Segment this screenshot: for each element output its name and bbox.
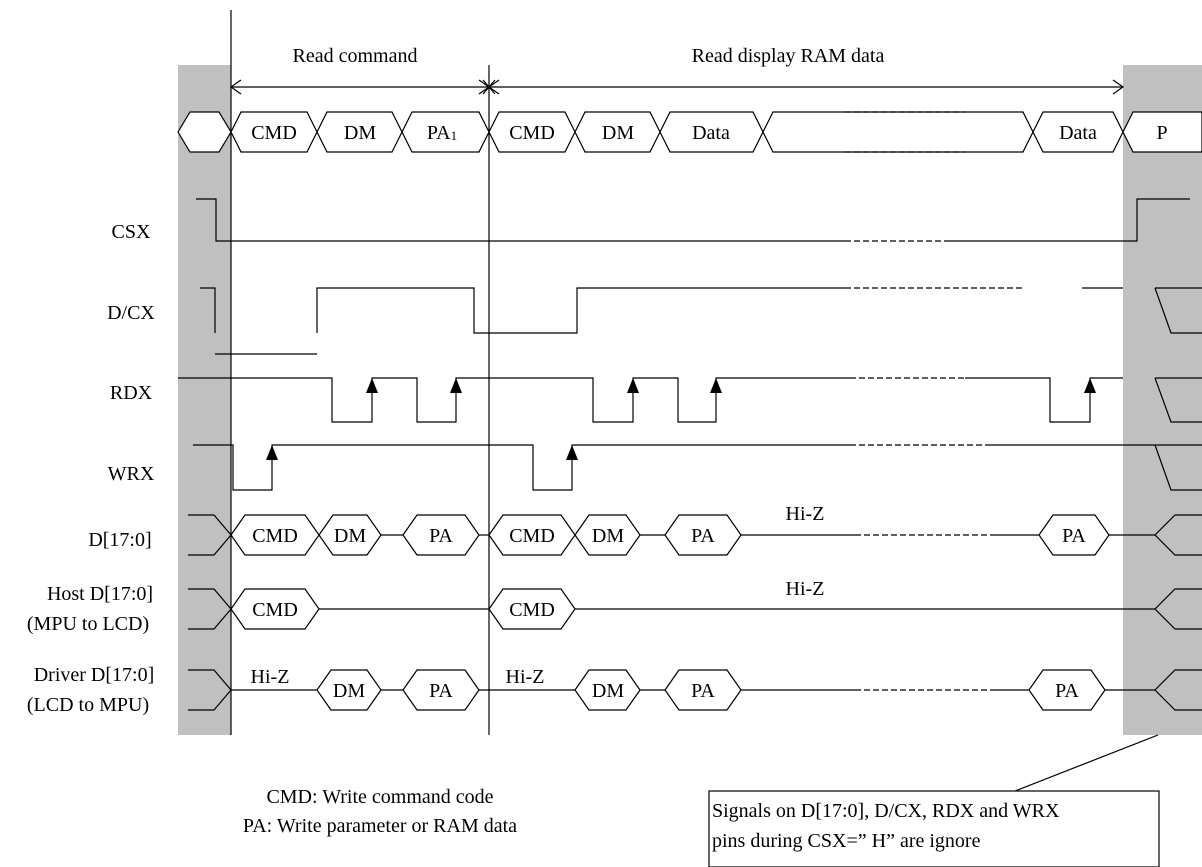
read-display-ram-span	[487, 79, 1125, 95]
d-dm-1: DM	[334, 525, 366, 547]
top-cmd-1: CMD	[251, 122, 297, 144]
note-box	[708, 790, 1160, 867]
d-cmd-1: CMD	[252, 525, 298, 547]
wrx-label: WRX	[108, 463, 155, 485]
host-hiz-label: Hi-Z	[786, 578, 825, 600]
read-command-title: Read command	[293, 45, 418, 67]
rdx-rising-arrows	[366, 378, 1096, 393]
top-data-1: Data	[692, 122, 730, 144]
left-ignore-region	[178, 65, 231, 735]
rdx-waveform	[178, 377, 1202, 423]
top-pa1: PA1	[427, 122, 457, 144]
d-pa-2: PA	[691, 525, 715, 547]
top-dm-1: DM	[344, 122, 376, 144]
csx-label: CSX	[112, 221, 151, 243]
d-bus-label: D[17:0]	[88, 529, 151, 551]
driver-pa-3: PA	[1055, 680, 1079, 702]
d-pa-1: PA	[429, 525, 453, 547]
note-line-1: Signals on D[17:0], D/CX, RDX and WRX	[712, 800, 1060, 822]
host-cmd-2: CMD	[509, 599, 555, 621]
host-cmd-1: CMD	[252, 599, 298, 621]
host-label-2: (MPU to LCD)	[27, 613, 149, 635]
top-cmd-2: CMD	[509, 122, 555, 144]
wrx-rising-arrows	[266, 445, 578, 460]
driver-label-2: (LCD to MPU)	[27, 694, 149, 716]
note-pointer-line	[1014, 734, 1159, 792]
top-data-2: Data	[1059, 122, 1097, 144]
d-pa-3: PA	[1062, 525, 1086, 547]
driver-hiz-1: Hi-Z	[251, 666, 290, 688]
rdx-label: RDX	[110, 382, 153, 404]
driver-hiz-2: Hi-Z	[506, 666, 545, 688]
dcx-label: D/CX	[107, 302, 155, 324]
dcx-waveform	[200, 287, 1202, 355]
wrx-waveform	[193, 444, 1202, 491]
read-display-ram-title: Read display RAM data	[692, 45, 885, 67]
d-cmd-2: CMD	[509, 525, 555, 547]
legend-cmd: CMD: Write command code	[266, 786, 493, 808]
host-bus-waveform	[188, 588, 1202, 630]
host-label-1: Host D[17:0]	[47, 583, 153, 605]
legend-pa: PA: Write parameter or RAM data	[243, 815, 517, 837]
driver-bus-waveform	[188, 669, 1202, 711]
d-hiz-label: Hi-Z	[786, 503, 825, 525]
csx-waveform	[196, 198, 1190, 242]
d-dm-2: DM	[592, 525, 624, 547]
driver-dm-1: DM	[333, 680, 365, 702]
note-line-2: pins during CSX=” H” are ignore	[712, 830, 981, 852]
d-bus-waveform	[188, 514, 1202, 556]
driver-label-1: Driver D[17:0]	[34, 664, 155, 686]
top-dm-2: DM	[602, 122, 634, 144]
top-pa1-subscript: 1	[451, 128, 458, 143]
sequence-row	[177, 111, 1202, 153]
driver-dm-2: DM	[592, 680, 624, 702]
read-command-span	[229, 79, 496, 95]
top-p: P	[1156, 122, 1167, 144]
driver-pa-1: PA	[429, 680, 453, 702]
driver-pa-2: PA	[691, 680, 715, 702]
